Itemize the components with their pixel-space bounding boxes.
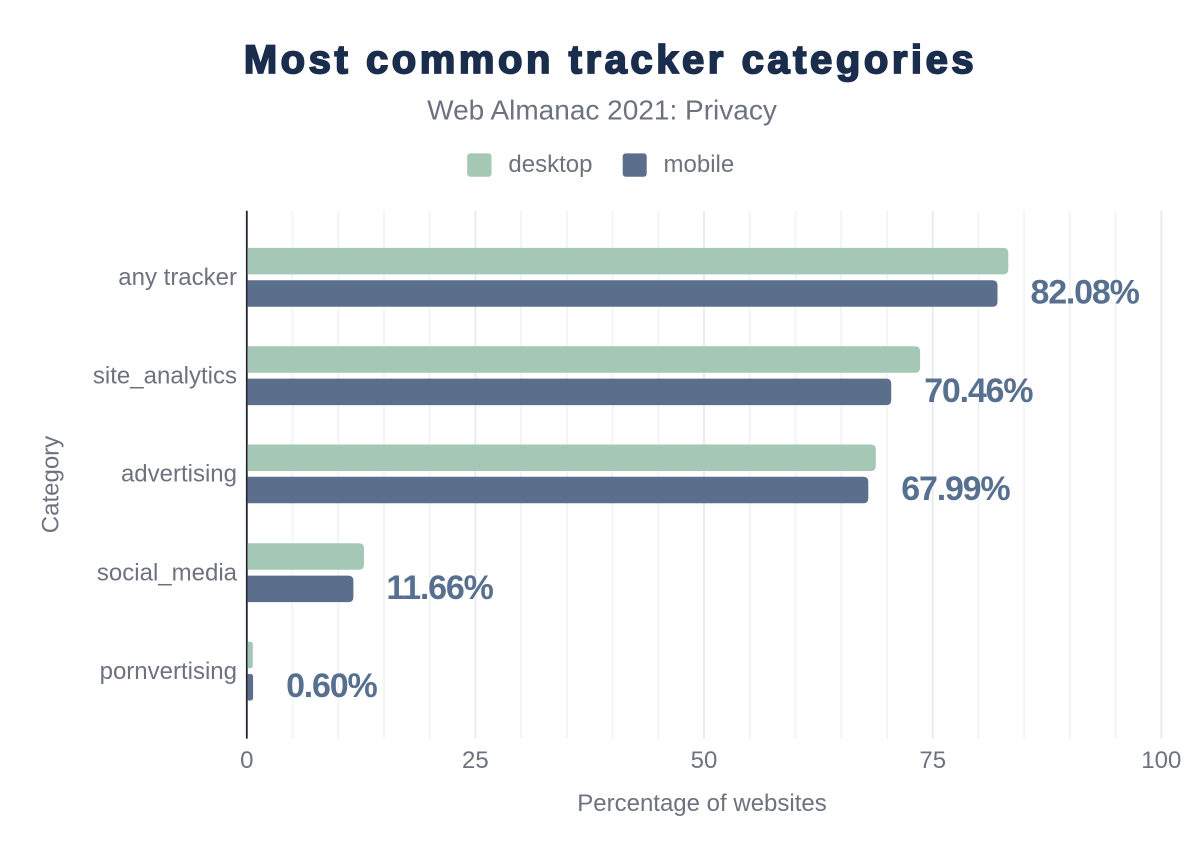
svg-text:50: 50 [691,747,718,774]
svg-text:site_analytics: site_analytics [93,362,237,389]
svg-text:pornvertising: pornvertising [100,658,237,685]
svg-text:75: 75 [919,747,946,774]
svg-text:70.46%: 70.46% [924,372,1033,410]
svg-text:100: 100 [1141,747,1181,774]
svg-text:25: 25 [462,747,489,774]
svg-text:mobile: mobile [664,151,735,178]
svg-text:advertising: advertising [121,461,237,488]
svg-text:social_media: social_media [97,559,238,586]
svg-text:67.99%: 67.99% [901,470,1010,508]
svg-text:Category: Category [38,436,65,533]
svg-text:82.08%: 82.08% [1031,273,1140,311]
svg-text:Web Almanac 2021: Privacy: Web Almanac 2021: Privacy [427,94,777,125]
svg-text:0: 0 [240,747,253,774]
svg-text:0.60%: 0.60% [286,667,377,705]
svg-text:11.66%: 11.66% [386,569,493,607]
svg-text:Percentage of websites: Percentage of websites [577,790,826,817]
svg-text:Most common tracker categories: Most common tracker categories [244,38,977,82]
svg-text:desktop: desktop [508,151,592,178]
svg-text:any tracker: any tracker [118,264,237,291]
